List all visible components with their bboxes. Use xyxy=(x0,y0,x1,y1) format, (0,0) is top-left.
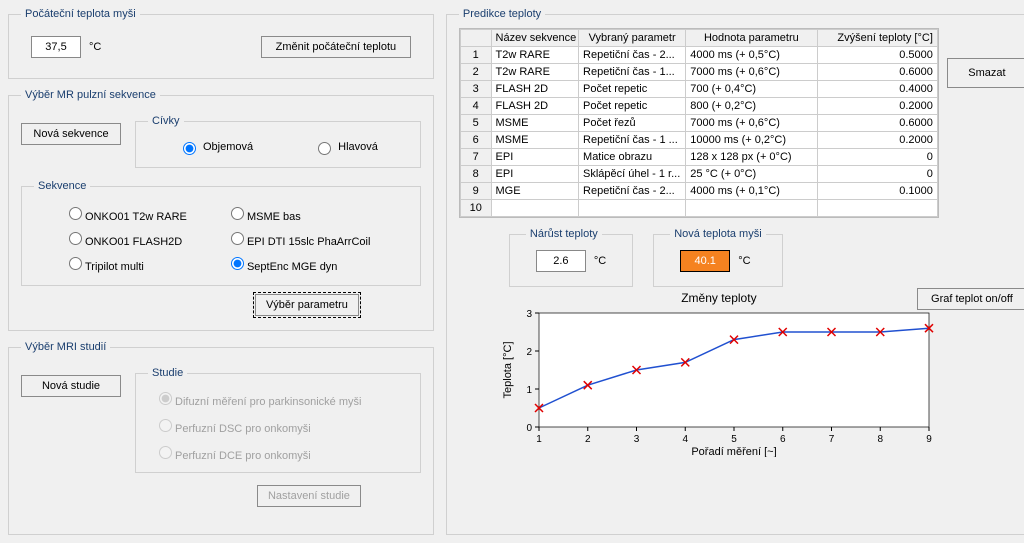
svg-text:0: 0 xyxy=(526,423,532,434)
table-row[interactable]: 4FLASH 2DPočet repetic800 (+ 0,2°C)0.200… xyxy=(460,98,937,115)
svg-text:8: 8 xyxy=(877,434,883,445)
study-radio: Perfuzní DSC pro onkomyši xyxy=(154,416,402,435)
new-mouse-temp-value: 40.1 xyxy=(680,250,730,272)
chart-title: Změny teploty xyxy=(499,291,939,305)
sequence-radio[interactable]: MSME bas xyxy=(226,204,378,223)
svg-text:9: 9 xyxy=(926,434,932,445)
new-mouse-temp-group: Nová teplota myši 40.1 °C xyxy=(653,228,782,287)
svg-text:3: 3 xyxy=(634,434,640,445)
new-mouse-temp-legend: Nová teplota myši xyxy=(670,228,765,240)
pulse-sequence-legend: Výběr MR pulzní sekvence xyxy=(21,89,160,101)
table-row[interactable]: 3FLASH 2DPočet repetic700 (+ 0,4°C)0.400… xyxy=(460,81,937,98)
sequence-radio[interactable]: SeptEnc MGE dyn xyxy=(226,254,378,273)
temp-increase-unit: °C xyxy=(594,255,606,267)
svg-text:7: 7 xyxy=(829,434,835,445)
table-row[interactable]: 6MSMERepetiční čas - 1 ...10000 ms (+ 0,… xyxy=(460,132,937,149)
study-radio: Perfuzní DCE pro onkomyši xyxy=(154,443,402,462)
table-row[interactable]: 11 xyxy=(460,217,937,218)
prediction-group: Predikce teploty Název sekvenceVybraný p… xyxy=(446,8,1024,535)
coils-group: Cívky Objemová Hlavová xyxy=(135,115,421,168)
study-options-group: Studie Difuzní měření pro parkinsonické … xyxy=(135,367,421,473)
studies-group: Výběr MRI studií Nová studie Studie Difu… xyxy=(8,341,434,535)
temp-increase-value[interactable] xyxy=(536,250,586,272)
svg-text:2: 2 xyxy=(526,347,532,358)
initial-temp-legend: Počáteční teplota myši xyxy=(21,8,140,20)
table-row[interactable]: 5MSMEPočet řezů7000 ms (+ 0,6°C)0.6000 xyxy=(460,115,937,132)
prediction-legend: Predikce teploty xyxy=(459,8,545,20)
temp-increase-legend: Nárůst teploty xyxy=(526,228,602,240)
new-mouse-temp-unit: °C xyxy=(738,255,750,267)
svg-text:6: 6 xyxy=(780,434,786,445)
svg-text:4: 4 xyxy=(682,434,688,445)
svg-text:3: 3 xyxy=(526,309,532,320)
initial-temp-unit: °C xyxy=(89,41,101,53)
svg-text:1: 1 xyxy=(536,434,542,445)
svg-text:Pořadí měření [~]: Pořadí měření [~] xyxy=(691,446,776,457)
new-sequence-button[interactable]: Nová sekvence xyxy=(21,123,121,145)
sequence-options-legend: Sekvence xyxy=(34,180,90,192)
table-row[interactable]: 10 xyxy=(460,200,937,217)
coil-head-radio[interactable]: Hlavová xyxy=(313,139,378,155)
svg-text:2: 2 xyxy=(585,434,591,445)
svg-text:5: 5 xyxy=(731,434,737,445)
svg-text:1: 1 xyxy=(526,385,532,396)
table-row[interactable]: 7EPIMatice obrazu128 x 128 px (+ 0°C)0 xyxy=(460,149,937,166)
delete-button[interactable]: Smazat xyxy=(947,58,1024,88)
select-parameter-button[interactable]: Výběr parametru xyxy=(255,294,359,316)
sequence-radio[interactable]: Tripilot multi xyxy=(64,254,216,273)
study-options-legend: Studie xyxy=(148,367,187,379)
prediction-table[interactable]: Název sekvenceVybraný parametrHodnota pa… xyxy=(459,28,939,218)
studies-legend: Výběr MRI studií xyxy=(21,341,110,353)
new-study-button[interactable]: Nová studie xyxy=(21,375,121,397)
initial-temp-group: Počáteční teplota myši °C Změnit počáteč… xyxy=(8,8,434,79)
table-row[interactable]: 2T2w RARERepetiční čas - 1...7000 ms (+ … xyxy=(460,64,937,81)
table-row[interactable]: 8EPISklápěcí úhel - 1 r...25 °C (+ 0°C)0 xyxy=(460,166,937,183)
coils-legend: Cívky xyxy=(148,115,184,127)
table-row[interactable]: 9MGERepetiční čas - 2...4000 ms (+ 0,1°C… xyxy=(460,183,937,200)
sequence-radio[interactable]: EPI DTI 15slc PhaArrCoil xyxy=(226,229,378,248)
coil-volume-radio[interactable]: Objemová xyxy=(178,139,253,155)
sequence-radio[interactable]: ONKO01 T2w RARE xyxy=(64,204,216,223)
change-initial-temp-button[interactable]: Změnit počáteční teplotu xyxy=(261,36,411,58)
temperature-chart: Změny teploty 0123123456789Teplota [°C]P… xyxy=(499,291,939,457)
svg-text:Teplota [°C]: Teplota [°C] xyxy=(502,342,514,399)
study-settings-button: Nastavení studie xyxy=(257,485,361,507)
temp-increase-group: Nárůst teploty °C xyxy=(509,228,633,287)
sequence-options-group: Sekvence ONKO01 T2w RARE MSME bas ONKO01 F… xyxy=(21,180,421,286)
initial-temp-input[interactable] xyxy=(31,36,81,58)
pulse-sequence-group: Výběr MR pulzní sekvence Nová sekvence C… xyxy=(8,89,434,331)
study-radio: Difuzní měření pro parkinsonické myši xyxy=(154,389,402,408)
table-row[interactable]: 1T2w RARERepetiční čas - 2...4000 ms (+ … xyxy=(460,47,937,64)
sequence-radio[interactable]: ONKO01 FLASH2D xyxy=(64,229,216,248)
